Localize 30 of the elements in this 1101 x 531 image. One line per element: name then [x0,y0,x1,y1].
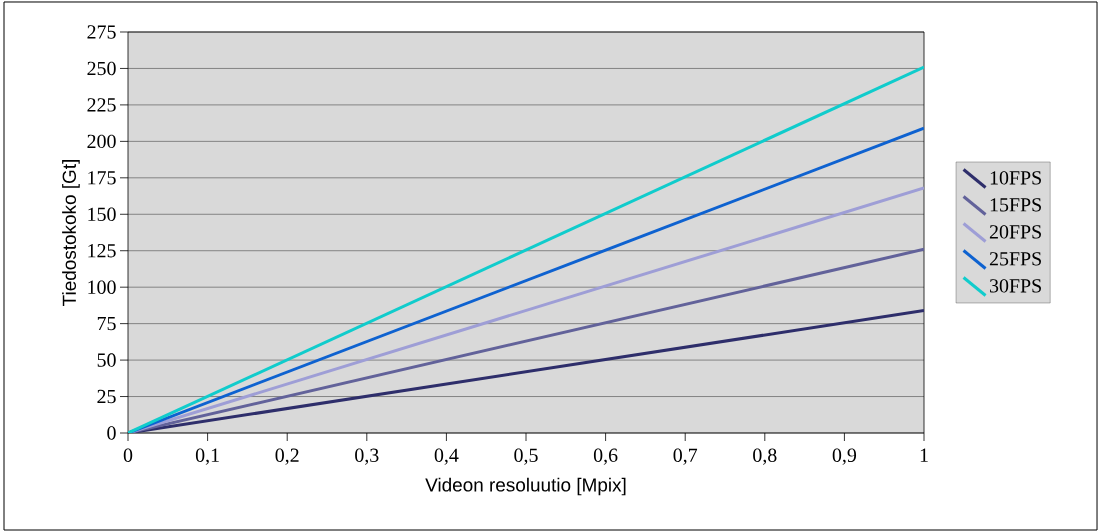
x-tick-label: 0,1 [195,448,219,465]
y-tick-label: 100 [88,280,116,294]
legend-label: 15FPS [990,198,1041,212]
x-tick-label: 0,7 [673,448,698,465]
x-tick-label: 0,9 [832,448,857,465]
x-tick-label: 0,8 [753,448,777,465]
y-tick-label: 25 [97,389,116,404]
y-tick-label: 75 [97,317,116,331]
y-tick-label: 225 [87,98,116,112]
x-tick-label: 0,6 [593,448,618,465]
y-axis-title: Tiedostokoko [Gt] [62,160,80,306]
x-axis-title: Videon resoluutio [Mpix] [425,477,626,496]
y-tick-label: 150 [88,207,116,221]
legend-label: 30FPS [989,279,1041,293]
x-tick-label: 0,2 [275,448,299,465]
x-tick-label: 0,3 [355,448,379,465]
legend-label: 10FPS [990,171,1041,185]
y-tick-label: 175 [88,171,116,185]
x-tick-label: 0 [123,448,133,462]
x-tick-label: 1 [920,448,928,462]
x-tick-label: 0,5 [514,448,538,465]
legend-label: 25FPS [989,252,1041,266]
x-tick-label: 0,4 [434,448,459,465]
legend-label: 20FPS [989,225,1041,239]
y-tick-label: 50 [97,353,116,367]
y-tick-label: 0 [107,426,116,440]
y-tick-label: 250 [87,61,116,76]
y-tick-label: 200 [87,134,116,149]
y-tick-label: 275 [87,25,116,39]
y-tick-label: 125 [88,244,116,258]
